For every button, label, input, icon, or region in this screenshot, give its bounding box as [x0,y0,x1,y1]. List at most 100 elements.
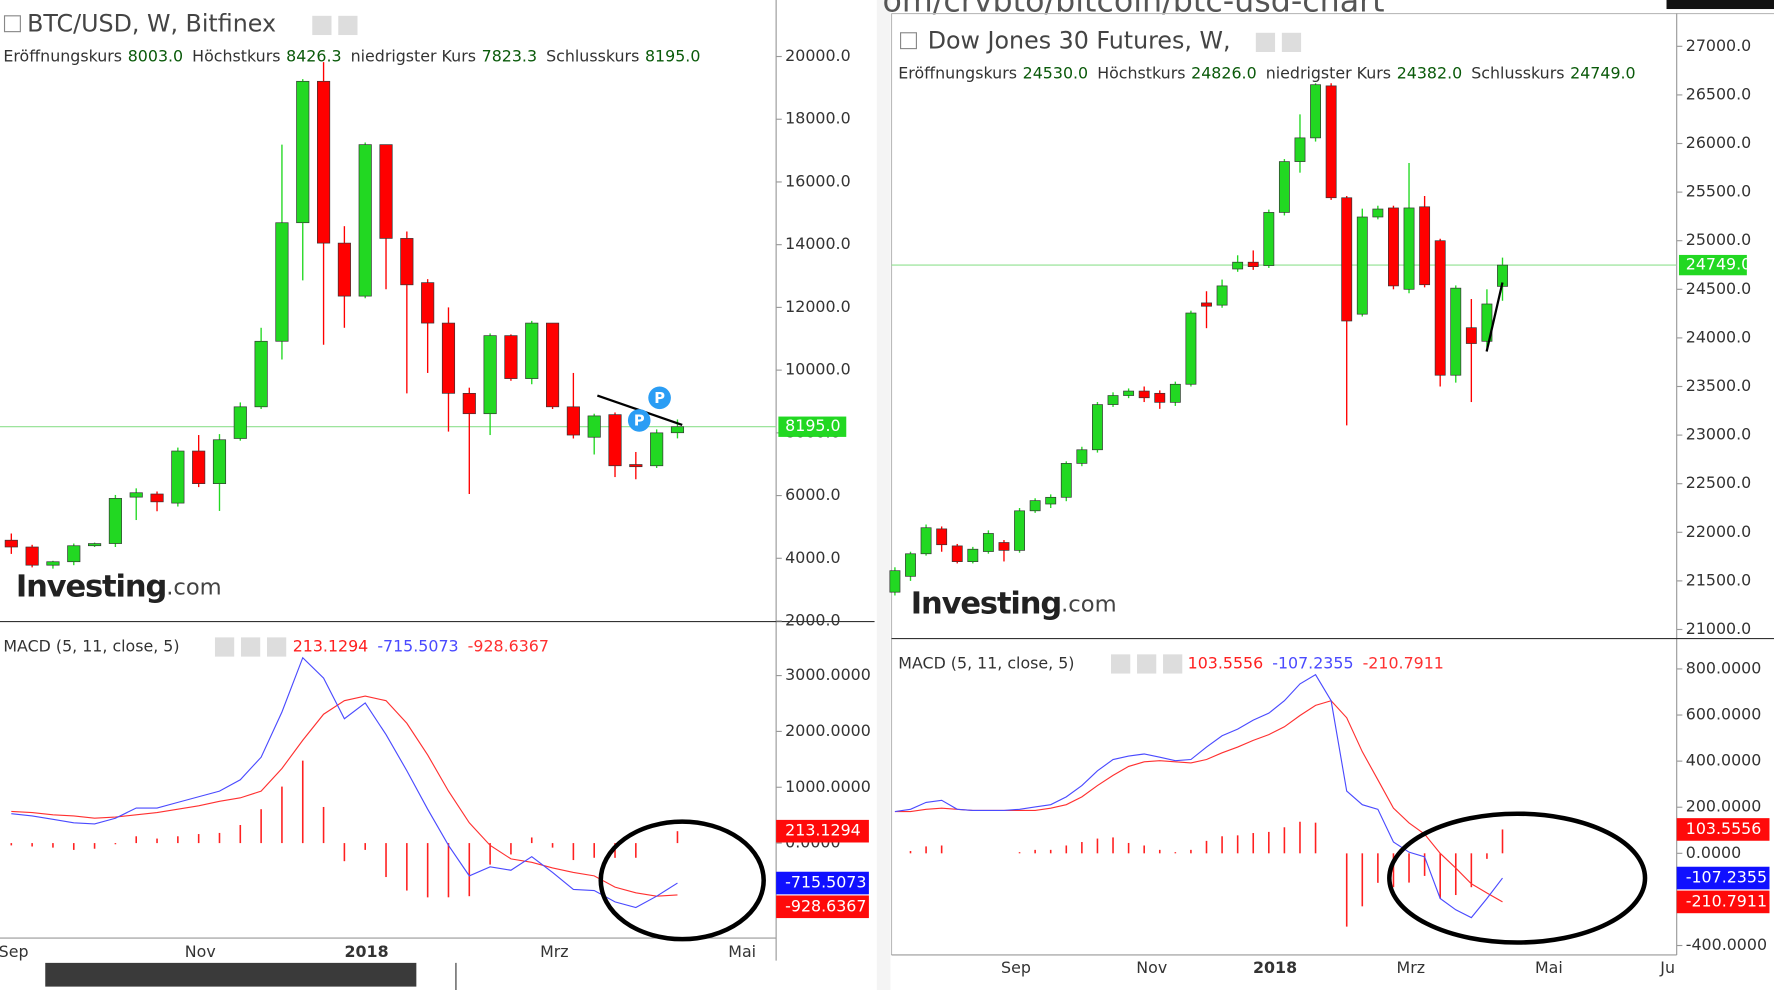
candle-body [1372,208,1384,218]
watermark: Investing.com [16,569,222,604]
value-box-label: 213.1294 [785,821,861,840]
y-tick-label: 25500.0 [1686,182,1752,201]
candle-body [46,561,60,566]
candle-body [967,548,979,562]
candle-body [546,322,560,408]
watermark-domain: .com [1061,591,1117,617]
candle-body [1169,383,1181,403]
settings-icon[interactable] [1111,654,1131,674]
candle-body [400,238,414,286]
candle-body [920,527,932,555]
candle-body [254,340,268,408]
highlight-ellipse [1387,811,1648,945]
y-tick-label: 14000.0 [785,234,851,253]
candle-body [1450,287,1462,376]
candle-body [525,322,539,379]
candle-body [1325,85,1337,199]
settings-icon[interactable] [1163,654,1183,674]
settings-icon[interactable] [338,15,358,36]
y-tick-label: 24000.0 [1686,327,1752,346]
divider [876,0,891,990]
candle-body [1310,84,1321,139]
settings-icon[interactable] [214,637,235,657]
candle-body [1465,327,1477,344]
candle-body [1185,312,1197,385]
ohlc-label: niedrigster Kurs [1266,63,1391,82]
candle-body [1278,161,1290,213]
candle-body [1263,212,1275,266]
indicator-value: -210.7911 [1363,653,1444,672]
x-tick-label: Ju [1659,958,1675,977]
ohlc-label: Höchstkurs [192,46,280,65]
settings-icon[interactable] [267,637,287,657]
collapse-icon[interactable] [900,32,917,50]
candle-body [998,542,1010,551]
x-tick-label: Mai [728,942,756,961]
indicator-name: MACD (5, 11, close, 5) [898,653,1074,672]
y-tick-label: 800.0000 [1686,658,1762,677]
candle-body [25,546,39,566]
ohlc-value: 7823.3 [482,46,537,65]
x-tick-label: Nov [185,942,216,961]
indicator-value: 213.1294 [293,636,369,655]
candle-body [1076,449,1088,464]
watermark-domain: .com [166,574,222,600]
ohlc-label: Schlusskurs [546,46,639,65]
candle-body [1232,261,1244,270]
y-tick-label: 600.0000 [1686,705,1762,724]
candle-body [233,406,247,439]
settings-icon[interactable] [1137,654,1157,674]
ohlc-label: Schlusskurs [1471,63,1564,82]
ohlc-value: 24382.0 [1397,63,1463,82]
ohlc-label: Eröffnungskurs [898,63,1017,82]
x-tick-label: 2018 [345,942,389,961]
candle-body [275,222,289,342]
y-tick-label: 22500.0 [1686,473,1752,492]
candle-body [379,144,393,239]
candle-body [1092,404,1103,451]
candle-body [441,322,456,394]
y-tick-label: 27000.0 [1686,36,1752,55]
y-tick-label: 3000.0000 [785,665,871,684]
candle-body [889,570,901,593]
indicator-name: MACD (5, 11, close, 5) [3,636,179,655]
candle-body [650,432,664,467]
y-tick-label: 21000.0 [1686,619,1752,638]
ohlc-legend: Eröffnungskurs 24530.0 Höchstkurs 24826.0 ni… [898,63,1635,82]
x-tick-label: 2018 [1253,958,1297,977]
settings-icon[interactable] [1281,32,1302,52]
indicator-line [894,673,1503,919]
watermark: Investing.com [911,586,1117,621]
candle-body [982,533,994,552]
value-box [776,871,869,895]
y-tick-label: 4000.0 [785,548,840,567]
y-tick-label: 200.0000 [1686,797,1762,816]
ohlc-value: 8426.3 [286,46,341,65]
last-price-label: 24749.0 [1686,255,1752,274]
value-box [776,819,869,843]
trend-line [1485,282,1504,352]
pivot-label: P [634,413,645,430]
candle-body [1014,510,1025,551]
candle-body [483,335,497,415]
settings-icon[interactable] [1255,32,1276,52]
x-tick-label: Mrz [540,942,569,961]
candle-body [566,406,580,436]
candle-body [296,80,310,224]
chart-title: Dow Jones 30 Futures, W, [928,26,1231,54]
candle-body [462,392,476,415]
collapse-icon[interactable] [3,15,21,33]
candle-body [317,80,331,244]
y-tick-label: 18000.0 [785,109,851,128]
x-tick-label: Mrz [1397,958,1426,977]
candle-body [587,415,601,438]
ohlc-label: Höchstkurs [1097,63,1185,82]
settings-icon[interactable] [312,15,332,36]
candle-body [629,464,643,468]
last-price-label: 8195.0 [785,416,840,435]
candle-body [1356,216,1368,315]
settings-icon[interactable] [240,637,261,657]
candle-body [1434,240,1446,376]
